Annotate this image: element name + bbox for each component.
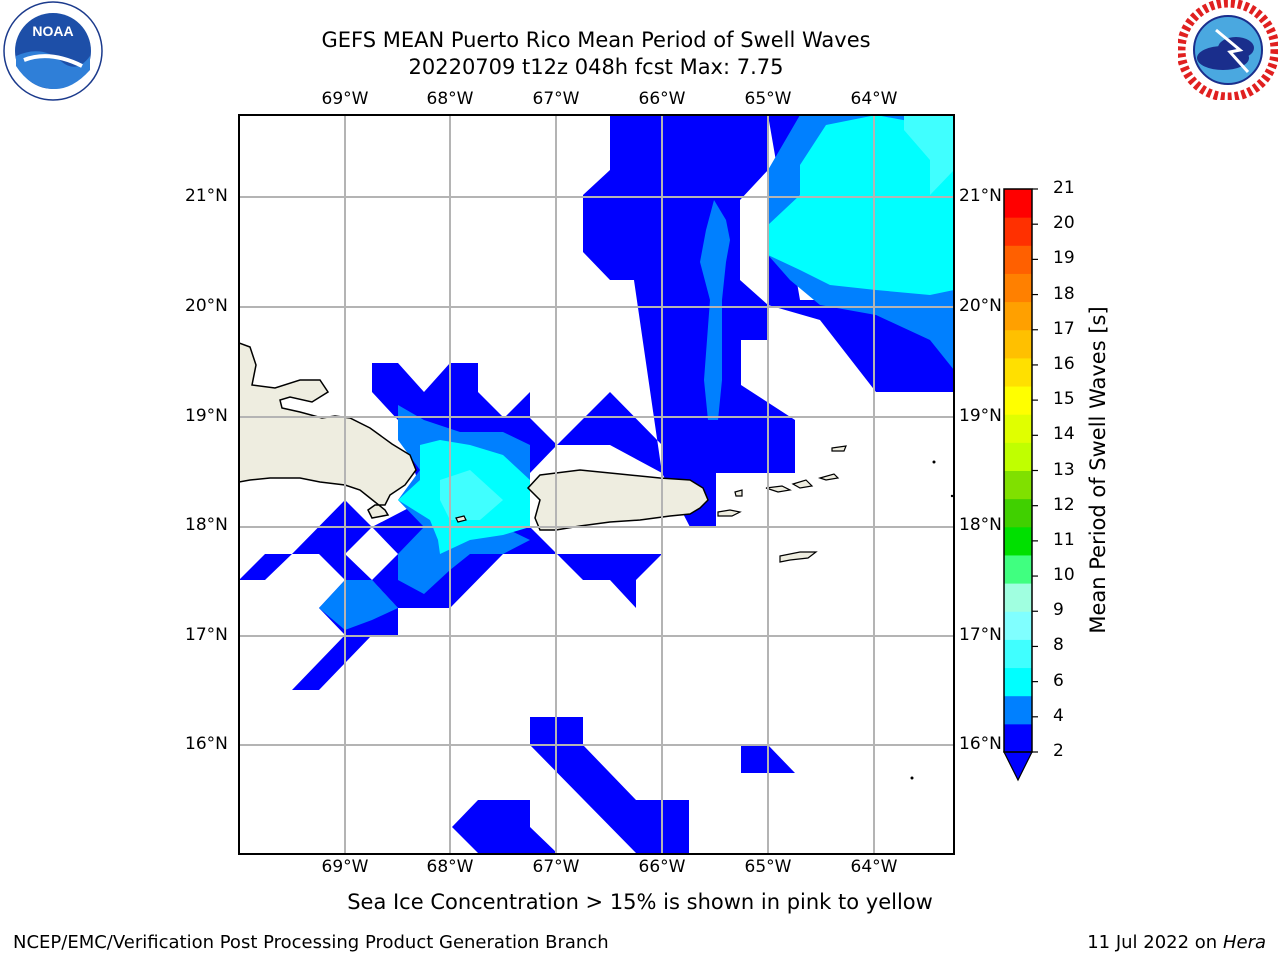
mona-island bbox=[455, 515, 467, 523]
noaa-logo: NOAA bbox=[3, 1, 103, 101]
map-frame bbox=[238, 114, 955, 855]
colorbar-tick-label: 21 bbox=[1053, 178, 1075, 198]
colorbar-band bbox=[1004, 442, 1032, 471]
colorbar-label: Mean Period of Swell Waves [s] bbox=[1086, 306, 1110, 634]
colorbar-tick-label: 8 bbox=[1053, 635, 1064, 656]
colorbar-band bbox=[1004, 189, 1032, 218]
colorbar-tick-label: 14 bbox=[1053, 424, 1075, 445]
virgin-islands bbox=[734, 445, 847, 497]
lat-label-right: 21°N bbox=[959, 186, 1002, 206]
svg-text:NOAA: NOAA bbox=[32, 23, 73, 39]
colorbar-tick-label: 6 bbox=[1053, 670, 1064, 691]
colorbar-band bbox=[1004, 386, 1032, 415]
colorbar-band bbox=[1004, 470, 1032, 500]
lat-label-right: 17°N bbox=[959, 625, 1002, 645]
nws-logo bbox=[1178, 0, 1278, 100]
colorbar-band bbox=[1004, 301, 1032, 331]
colorbar-band bbox=[1004, 639, 1032, 669]
lon-label-top: 67°W bbox=[532, 89, 580, 109]
colorbar-tick-label: 11 bbox=[1053, 529, 1075, 550]
lon-label-top: 69°W bbox=[321, 89, 369, 109]
lat-label-left: 19°N bbox=[185, 406, 228, 426]
colorbar-band bbox=[1004, 217, 1032, 246]
colorbar-band bbox=[1004, 667, 1032, 697]
lat-label-right: 18°N bbox=[959, 515, 1002, 535]
colorbar-tick-label: 19 bbox=[1053, 248, 1075, 269]
lon-label-bottom: 68°W bbox=[426, 857, 474, 877]
st-croix-island bbox=[779, 551, 818, 563]
chart-subtitle: 20220709 t12z 048h fcst Max: 7.75 bbox=[408, 55, 784, 79]
lon-label-bottom: 67°W bbox=[532, 857, 580, 877]
vieques-island bbox=[717, 509, 742, 517]
lon-label-top: 64°W bbox=[850, 89, 898, 109]
colorbar-tick-label: 17 bbox=[1053, 318, 1075, 339]
lat-label-right: 19°N bbox=[959, 406, 1002, 426]
colorbar-tick-label: 18 bbox=[1053, 283, 1075, 304]
lat-label-right: 20°N bbox=[959, 296, 1002, 316]
lon-label-bottom: 65°W bbox=[744, 857, 792, 877]
colorbar-tick-label: 15 bbox=[1053, 389, 1075, 410]
swell-fill-7-8 bbox=[440, 115, 954, 520]
lon-label-top: 66°W bbox=[638, 89, 686, 109]
colorbar-band bbox=[1004, 723, 1032, 753]
colorbar-tick-label: 9 bbox=[1053, 600, 1064, 621]
lon-label-top: 65°W bbox=[744, 89, 792, 109]
colorbar-band bbox=[1004, 329, 1032, 359]
lat-label-left: 17°N bbox=[185, 625, 228, 645]
colorbar-tick-label: 4 bbox=[1053, 705, 1064, 726]
colorbar-band bbox=[1004, 695, 1032, 725]
colorbar-extend-triangle bbox=[1003, 751, 1033, 782]
colorbar-band bbox=[1004, 554, 1032, 584]
colorbar-tick-label: 20 bbox=[1053, 213, 1075, 234]
colorbar-tick-label: 16 bbox=[1053, 353, 1075, 374]
colorbar-band bbox=[1004, 357, 1032, 387]
lon-label-bottom: 64°W bbox=[850, 857, 898, 877]
footer-date: 11 Jul 2022 on bbox=[1087, 932, 1223, 953]
colorbar-tick-label: 10 bbox=[1053, 565, 1075, 586]
colorbar-band bbox=[1004, 245, 1032, 274]
lon-label-bottom: 66°W bbox=[638, 857, 686, 877]
lat-label-left: 21°N bbox=[185, 186, 228, 206]
colorbar-band bbox=[1004, 498, 1032, 528]
sea-ice-caption: Sea Ice Concentration > 15% is shown in … bbox=[347, 890, 933, 914]
lat-label-left: 16°N bbox=[185, 734, 228, 754]
lat-label-right: 16°N bbox=[959, 734, 1002, 754]
colorbar-tick-label: 13 bbox=[1053, 459, 1075, 480]
colorbar-band bbox=[1004, 611, 1032, 640]
colorbar-band bbox=[1004, 414, 1032, 443]
chart-title: GEFS MEAN Puerto Rico Mean Period of Swe… bbox=[321, 28, 871, 52]
colorbar-band bbox=[1004, 583, 1032, 612]
lon-label-bottom: 69°W bbox=[321, 857, 369, 877]
footer-left: NCEP/EMC/Verification Post Processing Pr… bbox=[13, 932, 609, 953]
colorbar-band bbox=[1004, 273, 1032, 303]
lon-label-top: 68°W bbox=[426, 89, 474, 109]
footer-host: Hera bbox=[1222, 932, 1266, 953]
colorbar-tick-label: 12 bbox=[1053, 494, 1075, 515]
lat-label-left: 18°N bbox=[185, 515, 228, 535]
colorbar-band bbox=[1004, 526, 1032, 556]
colorbar-tick-label: 2 bbox=[1053, 741, 1064, 761]
lat-label-left: 20°N bbox=[185, 296, 228, 316]
footer-right: 11 Jul 2022 on Hera bbox=[1087, 932, 1266, 953]
map-gridlines bbox=[239, 115, 954, 854]
